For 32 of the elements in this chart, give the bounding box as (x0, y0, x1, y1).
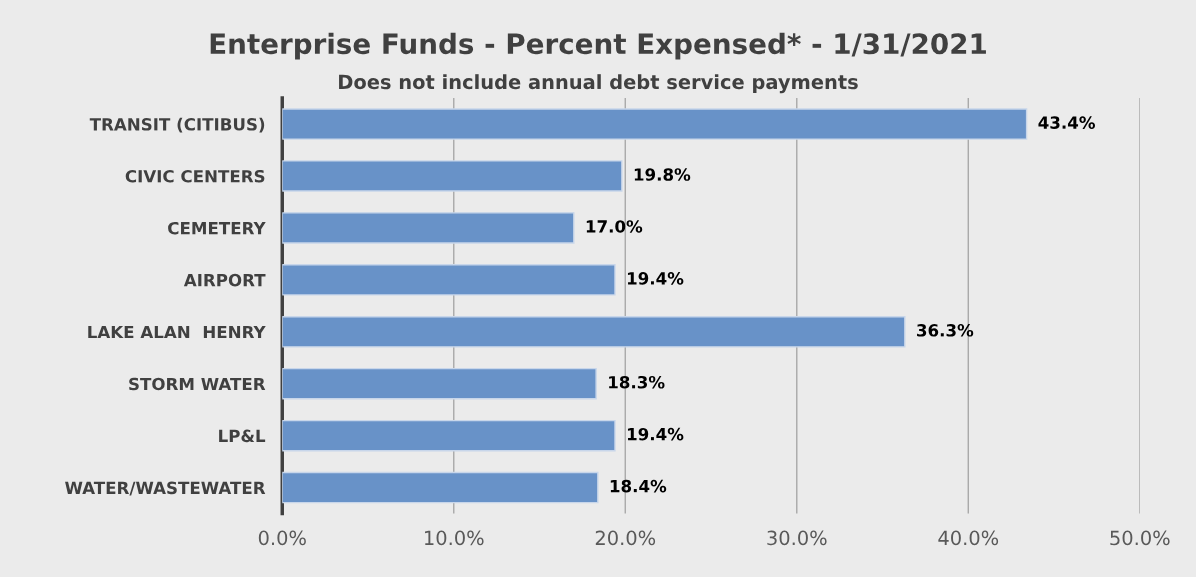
bar (282, 264, 616, 296)
x-tick-label: 40.0% (938, 530, 999, 546)
data-label: 19.4% (627, 272, 684, 285)
data-label: 36.3% (917, 324, 974, 337)
x-tick-label: 0.0% (258, 530, 306, 546)
data-label: 18.3% (609, 375, 665, 389)
y-tick-label: TRANSIT (CITIBUS) (89, 117, 265, 133)
chart-title: Enterprise Funds - Percent Expensed* - 1/31/2021 (210, 32, 986, 60)
bar (282, 367, 597, 400)
chart-subtitle: Does not include annual debt service payments (339, 74, 858, 94)
x-tick-label: 10.0% (425, 530, 484, 546)
bar (282, 212, 575, 244)
y-tick-label: STORM WATER (129, 377, 266, 391)
y-tick-label: WATER/WASTEWATER (65, 481, 266, 496)
data-label: 43.4% (1038, 116, 1095, 129)
bar (282, 471, 599, 504)
x-tick-label: 20.0% (595, 530, 656, 546)
y-tick-label: LP&L (219, 429, 266, 443)
y-tick-label: CEMETERY (168, 221, 266, 235)
data-label: 17.0% (586, 220, 643, 233)
x-tick-label: 30.0% (767, 530, 827, 546)
bar (282, 160, 623, 192)
y-tick-label: CIVIC CENTERS (125, 169, 265, 183)
y-tick-label: LAKE ALAN HENRY (88, 325, 266, 339)
data-label: 19.8% (634, 168, 691, 181)
bar (282, 316, 906, 348)
data-label: 19.4% (627, 427, 684, 441)
bar (282, 419, 616, 452)
bar (282, 108, 1028, 140)
data-label: 18.4% (610, 479, 667, 493)
y-tick-label: AIRPORT (183, 273, 266, 287)
x-tick-label: 50.0% (1110, 530, 1170, 546)
